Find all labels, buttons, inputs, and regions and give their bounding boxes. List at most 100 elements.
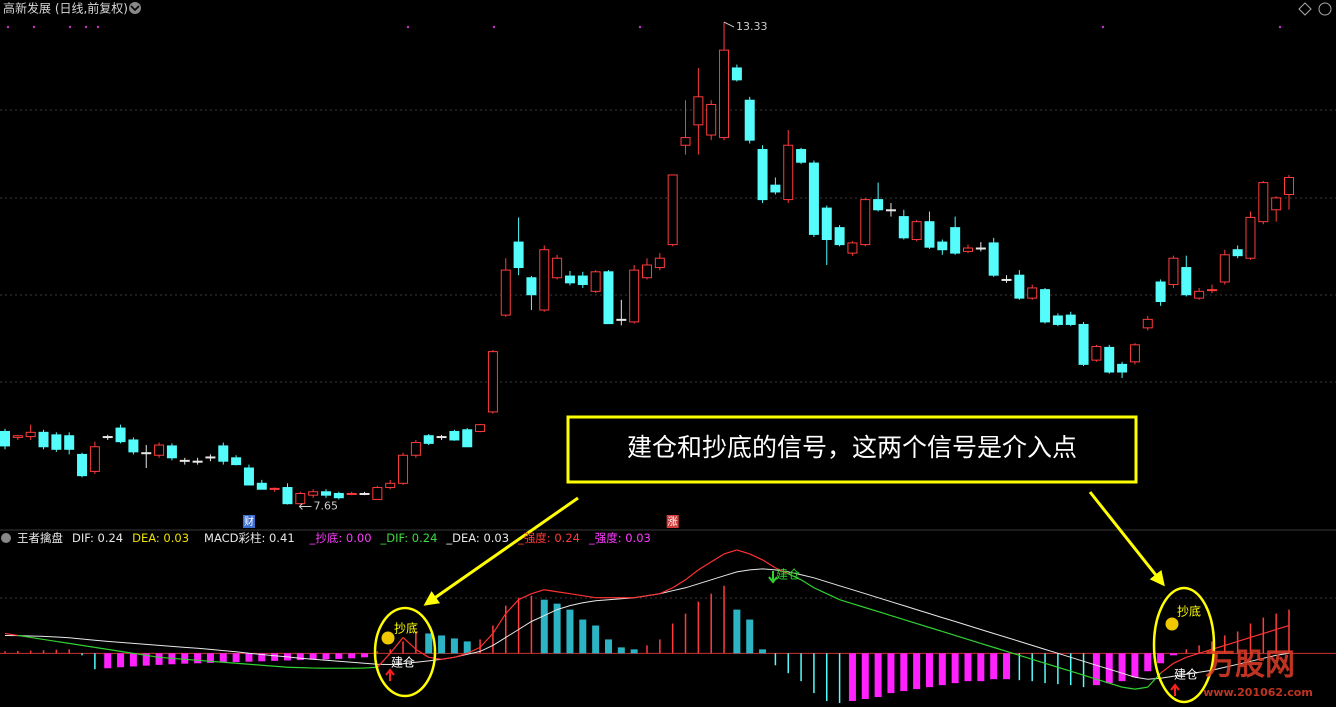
macd-bar [155,653,163,665]
candle-body [757,148,768,201]
dif-segment [749,553,763,561]
macd-bar [800,653,802,682]
macd-bar [848,653,856,702]
macd-bar [1169,653,1177,656]
settings-icon[interactable] [1318,2,1332,16]
max-label: 13.33 [736,20,768,33]
candle-body [731,67,742,81]
candle-body [603,271,614,325]
dif-segment [274,665,288,668]
dif-segment [710,553,725,563]
min-pointer [298,503,312,510]
dif-segment [389,637,404,654]
candle-body [526,277,537,296]
callout-arrow [1088,491,1165,587]
macd-bar [938,653,946,686]
layout-icon[interactable] [1298,2,1312,16]
signal-label: 抄底 [394,621,418,636]
candle-body [295,492,306,505]
dif-segment [762,559,776,569]
macd-bar [1105,653,1113,684]
dif-segment [980,642,994,648]
dif-segment [839,599,853,605]
signal-label: 抄底 [1177,604,1201,619]
dif-segment [184,658,198,661]
dif-segment [877,611,892,617]
indicator-menu-icon[interactable] [1,533,11,543]
dif-segment [929,626,943,633]
macd-bar [746,619,754,654]
event-marker-bg [666,515,679,528]
dif-segment [1237,636,1251,642]
dif-segment [967,638,982,644]
candle-body [12,435,23,438]
macd-bar [1249,623,1252,654]
dif-segment [544,589,558,593]
macd-bar [517,597,520,654]
candle-body [128,439,139,453]
macd-bar [684,613,687,654]
dif-segment [1109,682,1123,688]
candle-body [346,492,357,495]
candle-body [179,459,190,462]
dif-segment [1032,658,1046,664]
dif-segment [402,636,417,650]
macd-bar [219,653,227,663]
candle-body [539,249,550,311]
macd-bar [861,653,869,700]
macd-bar [951,653,959,684]
dif-segment [17,634,31,639]
candle-body [783,144,794,201]
dif-segment [159,656,172,659]
watermark-url: www.201062.com [1203,686,1313,699]
indicator-readout: MACD彩柱: 0.41 [204,531,295,545]
candle-body [1271,197,1282,211]
min-label: 7.65 [313,500,338,513]
dif-segment [236,662,250,665]
dif-segment [56,640,70,644]
macd-bar [977,653,985,682]
candle-body [834,227,845,246]
candle-body [1104,346,1115,373]
candle-body [577,275,588,286]
candle-body [1232,249,1243,257]
candle-body [1142,318,1153,329]
candle-body [1155,281,1166,303]
macd-bar [335,653,343,659]
dif-segment [466,646,481,654]
candle-body [256,482,267,490]
candle-body [719,49,730,139]
dif-segment [133,652,147,656]
indicator-name[interactable]: 王者擒盘 [17,531,63,545]
dif-segment [171,657,185,660]
event-marker-bg [242,515,255,528]
callout-box [566,415,1138,484]
signal-face [381,631,395,645]
candle-body [642,264,652,279]
candle-body [166,445,177,459]
dif-segment [415,648,430,658]
macd-bar [4,651,6,654]
candle-body [385,482,396,489]
dif-segment [146,654,160,658]
signal-arrow [1170,683,1180,696]
candle-body [1258,182,1269,223]
candle-body [308,491,319,496]
indicator-readout: _DEA: 0.03 [446,531,510,545]
dif-segment [787,573,802,581]
macd-bar [1211,641,1213,654]
candle-body [770,184,781,193]
macd-bar [29,650,32,654]
macd-bar [376,651,379,654]
candle-body [462,429,473,448]
candle-body [1219,254,1230,283]
title-menu-icon[interactable] [129,2,141,14]
candle-body [38,431,49,448]
dif-segment [69,642,83,646]
dif-segment [723,549,738,555]
candle-body [243,467,254,486]
dif-segment [454,652,468,658]
signal-label: 建仓 [391,656,415,670]
dif-segment [1083,674,1097,680]
macd-bar [925,653,933,688]
